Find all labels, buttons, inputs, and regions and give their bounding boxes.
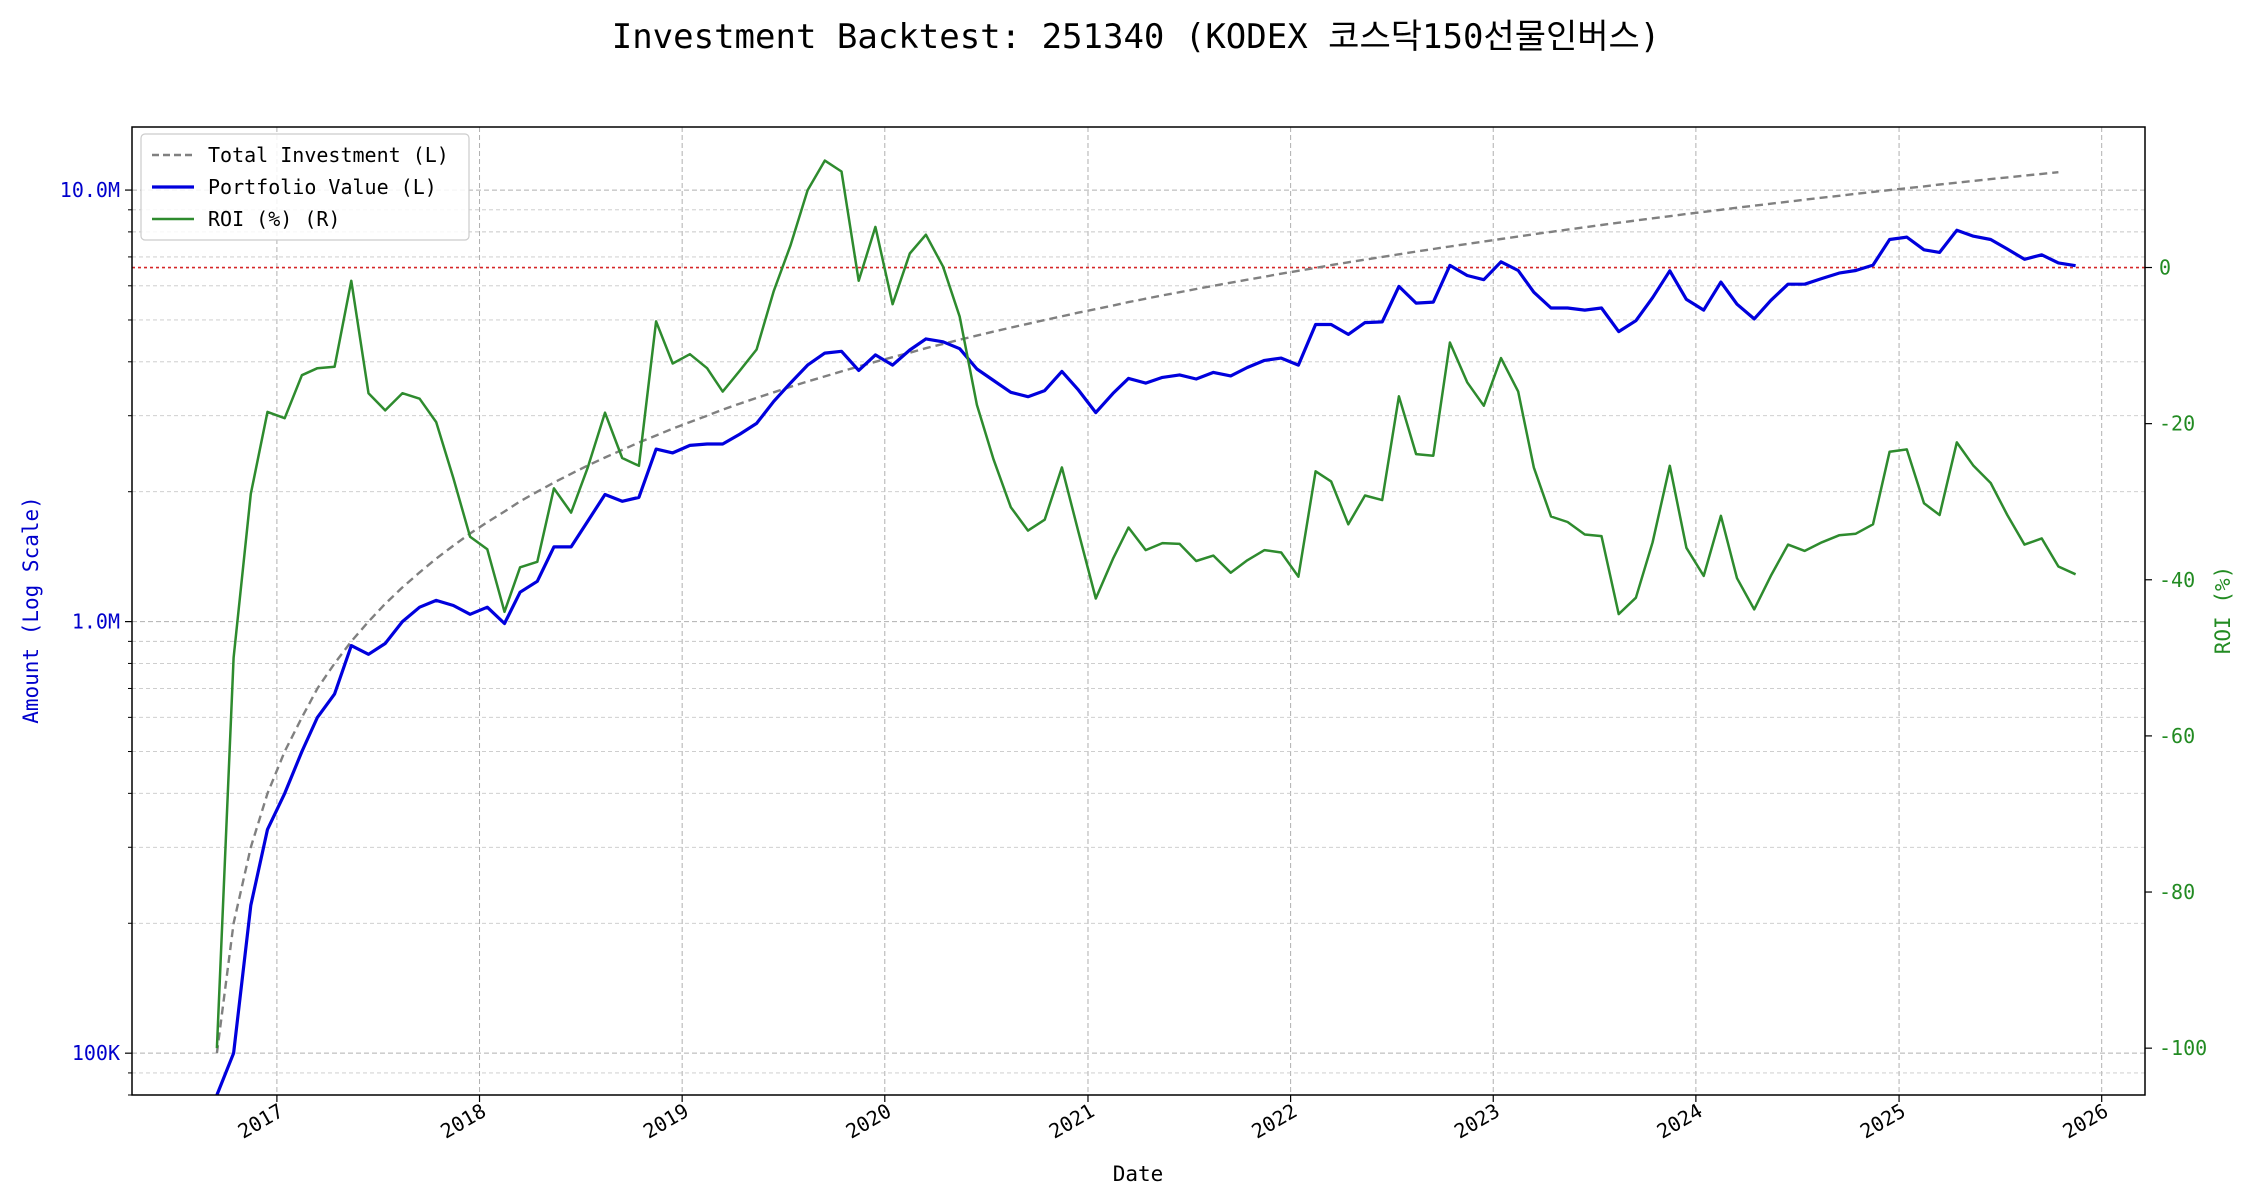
x-tick-label: 2020	[842, 1099, 896, 1144]
x-tick-label: 2025	[1856, 1099, 1910, 1144]
legend-label: Total Investment (L)	[208, 143, 449, 167]
x-tick-label: 2022	[1247, 1099, 1301, 1144]
series-line-2	[215, 228, 2076, 1096]
y-right-tick-label: -60	[2159, 724, 2195, 748]
series-lines	[215, 159, 2077, 1096]
series-line-3	[215, 159, 2077, 1049]
legend-box	[140, 133, 470, 241]
x-tick-label: 2021	[1045, 1099, 1099, 1144]
x-tick-label: 2017	[234, 1099, 288, 1144]
legend-label: ROI (%) (R)	[208, 207, 340, 231]
y-right-tick-label: -100	[2159, 1036, 2207, 1060]
y-right-tick-label: 0	[2159, 256, 2171, 280]
plot-frame	[131, 126, 2146, 1096]
x-tick-label: 2018	[436, 1099, 490, 1144]
legend-label: Portfolio Value (L)	[208, 175, 437, 199]
x-tick-label: 2026	[2058, 1099, 2112, 1144]
y-left-tick-label: 100K	[72, 1041, 120, 1065]
y-right-tick-label: -20	[2159, 412, 2195, 436]
y-left-tick-label: 10.0M	[60, 178, 120, 202]
x-axis-label: Date	[1113, 1162, 1164, 1186]
y-left-tick-label: 1.0M	[72, 610, 120, 634]
series-line-1	[215, 171, 2059, 1054]
legend: Total Investment (L) Portfolio Value (L) R…	[140, 133, 470, 241]
x-tick-label: 2019	[639, 1099, 693, 1144]
y-right-tick-label: -80	[2159, 880, 2195, 904]
x-tick-label: 2023	[1450, 1099, 1504, 1144]
chart-title: Investment Backtest: 251340 (KODEX 코스닥15…	[612, 17, 1661, 57]
x-tick-label: 2024	[1653, 1099, 1707, 1144]
axis-ticks: 2017 2018 2019 2020 2021 2022 2023 2024 2025 2026…	[60, 178, 2207, 1143]
y-right-tick-label: -40	[2159, 568, 2195, 592]
y-axis-left-label: Amount (Log Scale)	[19, 496, 43, 724]
y-axis-right-label: ROI (%)	[2211, 566, 2235, 655]
